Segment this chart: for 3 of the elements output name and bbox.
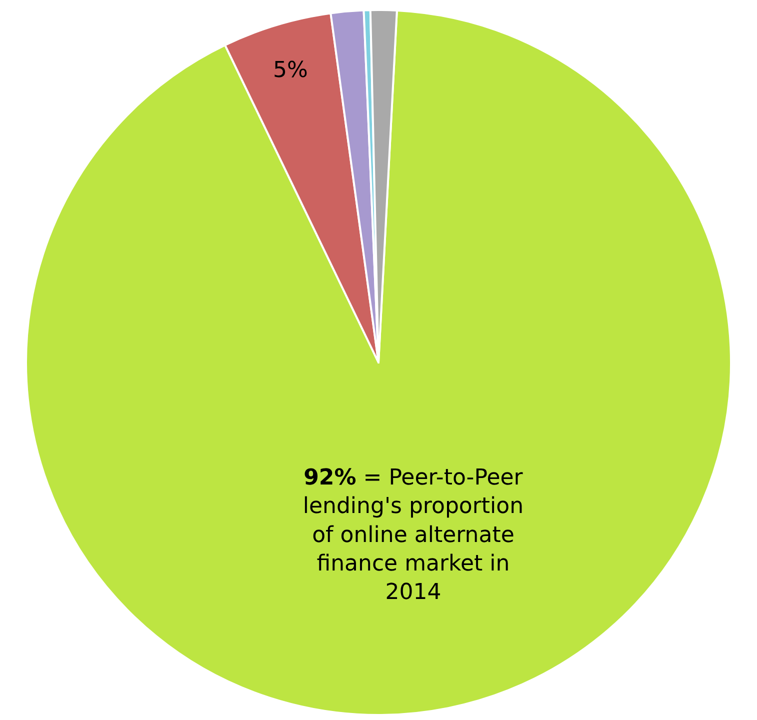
data-label: 92% = Peer-to-Peer lending's proportion of online alternate finance market in 2014 bbox=[302, 466, 524, 605]
pie-slice bbox=[25, 9, 732, 716]
data-label: 5% bbox=[272, 58, 308, 84]
